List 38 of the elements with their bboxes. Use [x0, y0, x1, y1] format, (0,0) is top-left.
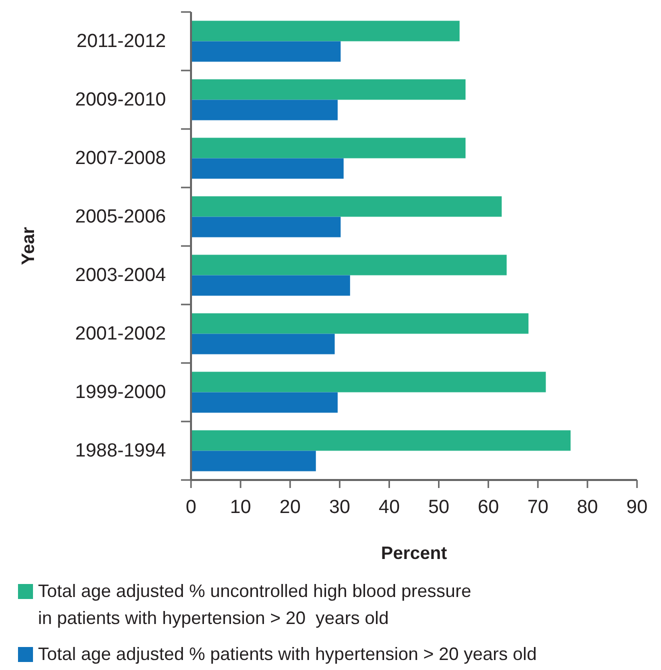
x-tick-label: 40 [378, 497, 400, 518]
bar [191, 79, 466, 100]
legend-label: Total age adjusted % uncontrolled high blood pressure in patients with hypertension > 20 years old [38, 581, 472, 628]
bar [191, 334, 335, 354]
y-tick-label: 2001-2002 [75, 323, 166, 344]
x-tick-label: 60 [478, 497, 499, 518]
y-tick-label: 2009-2010 [75, 89, 166, 110]
x-tick-label: 20 [280, 497, 301, 518]
x-tick-label: 50 [428, 497, 450, 518]
x-tick-label: 30 [329, 497, 350, 518]
x-tick-label: 0 [186, 497, 196, 518]
bar [191, 450, 316, 472]
y-tick-label: 2003-2004 [75, 264, 166, 286]
y-tick-label: 2007-2008 [75, 148, 166, 169]
bar [191, 20, 460, 42]
x-tick-label: 90 [626, 497, 648, 518]
y-tick-label: 2005-2006 [75, 206, 166, 228]
bar [191, 392, 338, 413]
bar [191, 313, 528, 334]
y-tick-label: 1999-2000 [75, 382, 166, 403]
y-axis-title: Year [18, 226, 38, 266]
bar [191, 372, 546, 392]
bar [191, 196, 502, 217]
x-tick-label: 10 [230, 497, 252, 518]
bar [191, 254, 507, 276]
x-axis-title: Percent [380, 543, 448, 563]
legend-label: Total age adjusted % patients with hypertension > 20 years old [38, 644, 537, 664]
bar [191, 158, 344, 179]
bar [191, 216, 341, 238]
y-tick-label: 2011-2012 [76, 30, 166, 52]
bar [191, 275, 350, 296]
y-tick-label: 1988-1994 [75, 440, 166, 462]
x-tick-label: 70 [527, 497, 548, 518]
bar [191, 430, 571, 451]
bar [191, 41, 341, 62]
bar [191, 138, 466, 158]
bar [191, 100, 338, 120]
x-tick-label: 80 [576, 497, 598, 518]
